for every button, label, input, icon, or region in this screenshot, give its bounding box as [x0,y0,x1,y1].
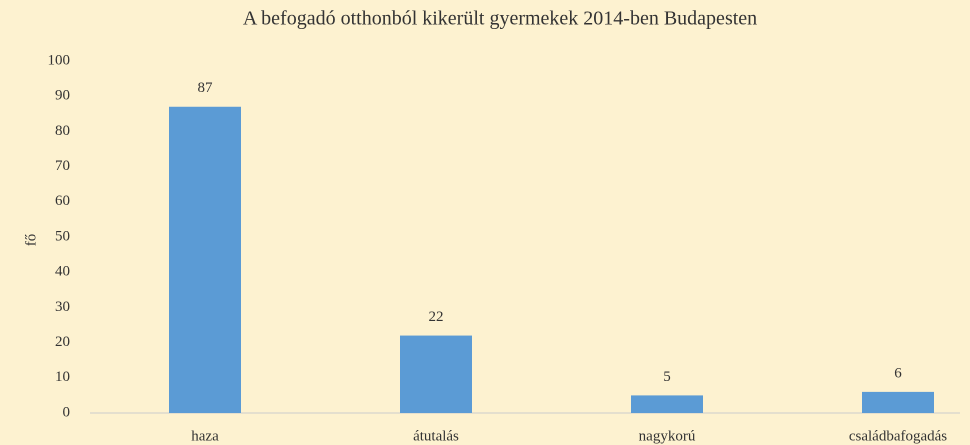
bar [400,335,472,413]
chart-title: A befogadó otthonból kikerült gyermekek … [243,8,757,30]
x-tick-label: családbafogadás [849,428,947,444]
y-tick-label: 0 [63,404,71,420]
y-tick-label: 100 [48,52,71,68]
y-tick-label: 60 [55,193,70,209]
y-tick-label: 20 [55,334,70,350]
y-tick-label: 10 [55,369,70,385]
data-label: 6 [894,365,902,381]
bar [169,106,241,413]
y-tick-label: 80 [55,123,70,139]
y-axis-label: fő [23,234,39,247]
x-tick-label: haza [191,428,219,444]
bar [862,391,934,413]
y-tick-label: 30 [55,299,70,315]
data-label: 22 [429,309,444,325]
x-tick-label: nagykorú [639,428,696,444]
bar [631,395,703,413]
x-tick-label: átutalás [413,428,459,444]
y-tick-label: 40 [55,264,70,280]
data-label: 87 [198,80,214,96]
y-tick-label: 70 [55,158,70,174]
y-tick-label: 50 [55,228,70,244]
data-label: 5 [663,369,671,385]
y-tick-label: 90 [55,88,70,104]
